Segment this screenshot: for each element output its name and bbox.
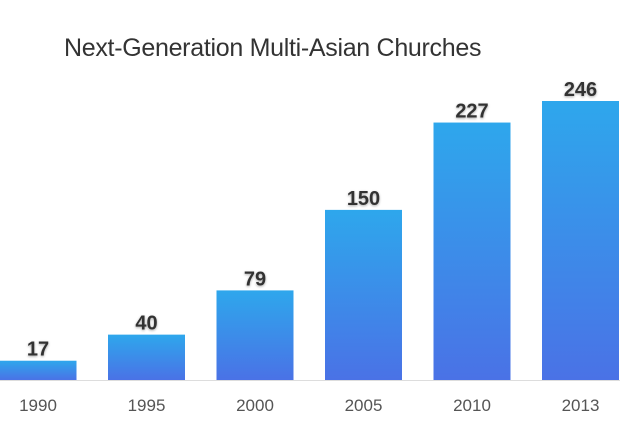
bar-2005 — [325, 209, 402, 380]
bar-2010 — [433, 122, 511, 381]
data-label-1995: 40 — [135, 313, 157, 335]
data-label-2013: 246 — [564, 79, 597, 101]
chart-title: Next-Generation Multi-Asian Churches — [64, 34, 482, 62]
data-label-2005: 150 — [347, 188, 380, 210]
x-tick-label-1990: 1990 — [19, 396, 57, 415]
data-label-2000: 79 — [244, 268, 266, 290]
x-tick-label-1995: 1995 — [128, 396, 166, 415]
bar-2013 — [542, 101, 619, 380]
data-label-2010: 227 — [455, 101, 488, 123]
x-tick-label-2000: 2000 — [236, 396, 274, 415]
bar-2000 — [216, 290, 294, 380]
x-tick-label-2013: 2013 — [562, 396, 600, 415]
x-tick-label-2010: 2010 — [453, 396, 491, 415]
x-tick-label-2005: 2005 — [345, 396, 383, 415]
bars-group — [0, 101, 619, 381]
bar-1990 — [0, 360, 77, 380]
data-labels-group: 17 40 79 150 227 246 — [27, 79, 597, 361]
data-label-1990: 17 — [27, 339, 49, 361]
bar-1995 — [108, 334, 185, 380]
x-tick-labels-group: 1990 1995 2000 2005 2010 2013 — [19, 396, 599, 415]
